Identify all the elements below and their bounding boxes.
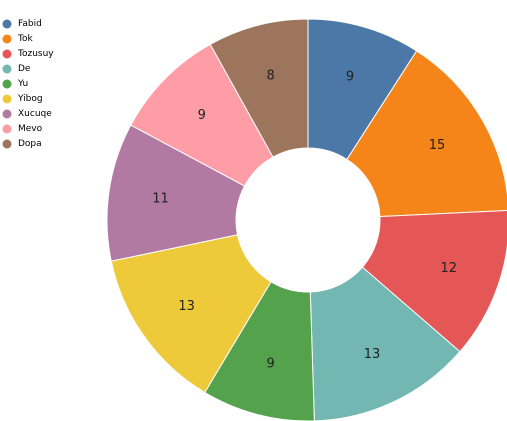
slice-value-label-tozusuy: 12 (441, 261, 458, 276)
slice-value-label-dopa: 8 (266, 68, 274, 83)
slice-value-label-mevo: 9 (198, 108, 206, 123)
legend: Fabid Tok Tozusuy De Yu Yibog Xucuqe Mevo Dopa (2, 19, 55, 149)
slice-value-label-yibog: 13 (178, 299, 195, 314)
legend-swatch (2, 64, 12, 74)
slice-tozusuy[interactable] (361, 210, 507, 353)
legend-item-fabid[interactable]: Fabid (2, 19, 42, 29)
slice-dopa[interactable] (209, 18, 309, 158)
slice-value-label-fabid: 9 (346, 70, 354, 85)
slice-de[interactable] (309, 266, 461, 421)
slice-yibog[interactable] (110, 234, 272, 394)
legend-swatch (2, 109, 12, 119)
legend-swatch (2, 49, 12, 59)
legend-item-dopa[interactable]: Dopa (2, 139, 42, 149)
legend-label: Yu (17, 79, 28, 89)
legend-item-tozusuy[interactable]: Tozusuy (2, 49, 55, 59)
legend-label: Tozusuy (17, 49, 54, 59)
legend-item-xucuqe[interactable]: Xucuqe (2, 109, 53, 119)
legend-label: Tok (17, 34, 33, 44)
slice-labels-group: 9 15 12 13 9 13 11 9 8 (152, 68, 457, 371)
slice-value-label-yu: 9 (266, 357, 274, 372)
legend-item-mevo[interactable]: Mevo (2, 124, 43, 134)
slice-value-label-tok: 15 (429, 138, 446, 153)
legend-label: Dopa (18, 139, 42, 149)
legend-label: Fabid (18, 19, 42, 29)
legend-swatch (2, 139, 12, 149)
legend-label: De (18, 64, 31, 74)
legend-label: Mevo (18, 124, 43, 134)
legend-swatch (2, 94, 12, 104)
legend-swatch (2, 34, 12, 44)
legend-swatch (2, 19, 12, 29)
legend-item-tok[interactable]: Tok (2, 34, 34, 44)
slice-value-label-de: 13 (364, 347, 381, 362)
legend-label: Xucuqe (18, 109, 52, 119)
legend-swatch (2, 124, 12, 134)
slice-value-label-xucuqe: 11 (152, 191, 169, 206)
slice-tok[interactable] (346, 50, 507, 218)
legend-item-yu[interactable]: Yu (2, 79, 29, 89)
slices-group (106, 18, 507, 421)
legend-item-yibog[interactable]: Yibog (2, 94, 43, 104)
legend-item-de[interactable]: De (2, 64, 31, 74)
legend-swatch (2, 79, 12, 89)
legend-label: Yibog (17, 94, 43, 104)
